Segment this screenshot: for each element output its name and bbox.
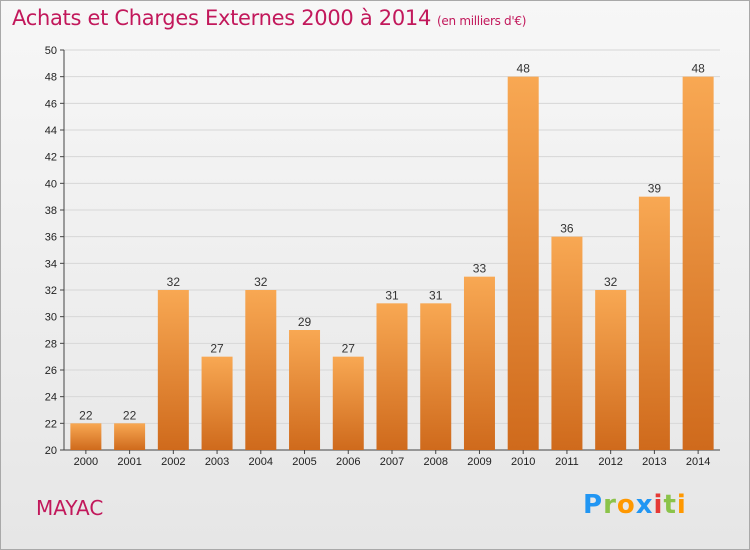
logo-letter: P	[583, 490, 604, 520]
logo-letter: i	[676, 490, 687, 520]
y-tick-label: 38	[45, 205, 57, 217]
x-tick-label: 2011	[555, 456, 579, 468]
x-tick-label: 2010	[511, 456, 535, 468]
bar-2000	[70, 423, 102, 450]
y-tick-label: 24	[45, 392, 57, 404]
y-tick-label: 20	[45, 445, 57, 457]
y-tick-label: 40	[45, 178, 57, 190]
x-tick-label: 2005	[292, 456, 316, 468]
logo-letter: r	[603, 490, 617, 520]
data-label: 31	[429, 288, 443, 302]
data-label: 32	[167, 275, 181, 289]
x-tick-label: 2007	[380, 456, 404, 468]
bar-2014	[682, 76, 714, 451]
data-label: 33	[473, 262, 487, 276]
x-tick-label: 2003	[205, 456, 229, 468]
x-tick-label: 2012	[598, 456, 622, 468]
data-label: 31	[385, 288, 399, 302]
data-label: 48	[691, 62, 705, 76]
x-tick-label: 2002	[161, 456, 185, 468]
chart-subtitle: (en milliers d'€)	[437, 14, 527, 28]
bar-2005	[289, 330, 321, 450]
bar-2004	[245, 290, 277, 450]
y-tick-label: 26	[45, 365, 57, 377]
data-label: 27	[342, 342, 356, 356]
x-tick-label: 2000	[74, 456, 98, 468]
bar-2006	[332, 356, 364, 450]
bars	[70, 76, 714, 451]
bar-2008	[420, 303, 452, 450]
data-label: 22	[123, 408, 137, 422]
proxiti-logo: Proxiti	[583, 490, 687, 520]
logo-letter: t	[663, 490, 677, 520]
bar-2012	[595, 290, 627, 450]
logo-letter: o	[616, 490, 636, 520]
commune-name: MAYAC	[36, 496, 104, 520]
data-label: 48	[517, 62, 531, 76]
bar-2009	[463, 276, 495, 450]
x-tick-label: 2001	[117, 456, 141, 468]
bar-2001	[114, 423, 146, 450]
data-label: 39	[648, 182, 662, 196]
bar-2002	[157, 290, 189, 450]
y-tick-label: 22	[45, 418, 57, 430]
y-tick-label: 34	[45, 258, 57, 270]
logo-letter: x	[635, 490, 654, 520]
y-tick-label: 46	[45, 98, 57, 110]
axes: 20 22 24 26 28 30 32 34 36 38 40 42 44 46 48 50 2000 2001…	[45, 45, 720, 468]
logo-letter: i	[653, 490, 664, 520]
data-label: 36	[560, 222, 574, 236]
chart-title: Achats et Charges Externes 2000 à 2014 (e…	[12, 6, 526, 30]
x-tick-label: 2006	[336, 456, 360, 468]
data-label: 27	[210, 342, 224, 356]
chart-title-text: Achats et Charges Externes 2000 à 2014	[12, 6, 432, 30]
data-label: 32	[604, 275, 618, 289]
y-tick-label: 30	[45, 312, 57, 324]
y-tick-label: 28	[45, 338, 57, 350]
x-tick-label: 2013	[642, 456, 666, 468]
x-tick-label: 2009	[467, 456, 491, 468]
y-tick-label: 42	[45, 152, 57, 164]
x-tick-label: 2014	[686, 456, 710, 468]
y-tick-label: 44	[45, 125, 57, 137]
bar-2010	[507, 76, 539, 451]
bar-2011	[551, 236, 583, 450]
x-tick-label: 2008	[423, 456, 447, 468]
data-label: 22	[79, 408, 93, 422]
data-labels: 22 22 32 27 32 29 27 31 31 33 48 36 32 39 48	[79, 62, 705, 423]
x-tick-label: 2004	[249, 456, 273, 468]
y-tick-label: 32	[45, 285, 57, 297]
data-label: 32	[254, 275, 268, 289]
y-tick-label: 50	[45, 45, 57, 57]
y-tick-label: 48	[45, 72, 57, 84]
data-label: 29	[298, 315, 312, 329]
bar-2007	[376, 303, 408, 450]
bar-2013	[638, 196, 670, 450]
bar-2003	[201, 356, 233, 450]
y-tick-label: 36	[45, 232, 57, 244]
